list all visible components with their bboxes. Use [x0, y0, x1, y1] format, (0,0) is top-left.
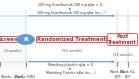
Text: Weeks -4 to 0: Weeks -4 to 0	[1, 75, 23, 79]
Text: (4 weeks): (4 weeks)	[4, 49, 22, 53]
Text: Week 52,
EOP: Week 52, EOP	[110, 70, 125, 79]
Text: Week 64,
EOT: Week 64, EOT	[120, 70, 135, 79]
Text: R: R	[23, 37, 28, 42]
Text: Weeks 0/W1: Weeks 0/W1	[15, 75, 35, 79]
Text: (12 weeks): (12 weeks)	[113, 53, 133, 56]
Text: to: to	[69, 67, 73, 71]
Text: (52 weeks): (52 weeks)	[62, 49, 82, 53]
Text: Matching Placebo q8w (n=…): Matching Placebo q8w (n=…)	[46, 71, 96, 75]
Text: Post
Treatment: Post Treatment	[108, 34, 137, 45]
Text: 100 mg Guselkumab 100 mg q4w × 5;: 100 mg Guselkumab 100 mg q4w × 5;	[38, 3, 103, 7]
Bar	[0, 10, 26, 69]
Text: Matching placebo q4w × 5;: Matching placebo q4w × 5;	[48, 63, 94, 67]
Text: Screening: Screening	[0, 37, 28, 42]
Circle shape	[17, 35, 34, 44]
Text: to: to	[69, 7, 73, 11]
Text: Randomized Treatment: Randomized Treatment	[37, 37, 106, 42]
Text: 100 mg Guselkumab 100 mg q8w (n=…): 100 mg Guselkumab 100 mg q8w (n=…)	[37, 11, 105, 15]
